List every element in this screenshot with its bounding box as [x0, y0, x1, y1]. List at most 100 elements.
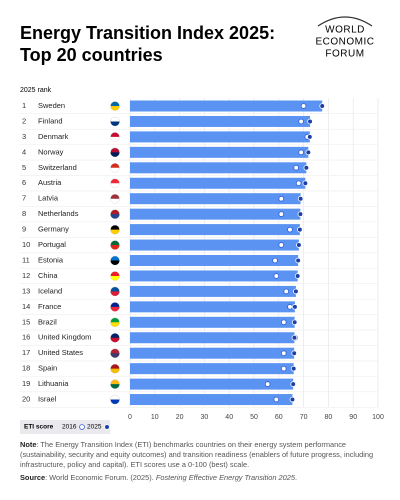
dot-1 [297, 195, 304, 202]
legend-label: 2016 [62, 424, 77, 431]
bar [130, 332, 295, 344]
flag-part [110, 322, 120, 327]
rank-label: 9 [22, 225, 26, 234]
dot-1 [303, 165, 310, 171]
x-tick-label: 30 [201, 414, 209, 421]
flag-part [110, 291, 120, 296]
flag-part [110, 306, 120, 312]
rank-label: 1 [22, 101, 26, 110]
bar [130, 316, 295, 328]
flag-part [110, 152, 120, 157]
source-text: : World Economic Forum. (2025). [45, 473, 156, 482]
country-label: France [38, 302, 61, 311]
dot-1 [296, 242, 302, 248]
dot-0 [298, 118, 304, 125]
x-tick-label: 50 [250, 414, 258, 421]
rank-label: 8 [22, 209, 26, 218]
country-label: Brazil [38, 317, 57, 326]
bar [130, 270, 298, 282]
rank-label: 4 [22, 147, 26, 156]
bar [130, 347, 295, 359]
dot-0 [278, 242, 285, 248]
dot-1 [307, 118, 313, 125]
country-label: Austria [38, 178, 62, 187]
dot-0 [273, 396, 280, 403]
dot-1 [302, 180, 309, 187]
flag-part [110, 399, 120, 405]
dot-0 [264, 381, 271, 387]
dot-1 [291, 334, 298, 341]
dot-1 [293, 288, 299, 295]
rank-label: 2 [22, 116, 26, 125]
rank-label: 20 [22, 395, 30, 404]
rank-header: 2025 rank [20, 87, 52, 94]
dot-0 [280, 319, 287, 326]
country-label: Switzerland [38, 163, 77, 172]
country-label: United States [38, 348, 83, 357]
country-label: Lithuania [38, 379, 69, 388]
legend-marker [104, 424, 110, 430]
country-label: Israel [38, 395, 57, 404]
logo-arc [317, 16, 373, 27]
bar [130, 208, 301, 220]
country-label: Sweden [38, 101, 65, 110]
country-label: United Kingdom [38, 333, 91, 342]
dot-1 [289, 396, 296, 403]
bar [130, 115, 311, 127]
x-tick-label: 0 [128, 414, 132, 421]
dot-0 [278, 195, 285, 202]
rank-label: 12 [22, 271, 30, 280]
rank-label: 11 [22, 255, 30, 264]
rank-label: 6 [22, 178, 26, 187]
source: Source: World Economic Forum. (2025). Fo… [20, 473, 390, 483]
flag-part [110, 337, 120, 343]
flag-part [110, 121, 120, 126]
dot-0 [295, 180, 302, 187]
rank-label: 13 [22, 286, 30, 295]
x-tick-label: 90 [349, 414, 357, 421]
country-label: Finland [38, 116, 63, 125]
dot-0 [283, 288, 290, 295]
bar [130, 394, 293, 406]
dot-0 [298, 149, 304, 156]
dot-1 [306, 134, 313, 140]
dot-0 [280, 350, 287, 357]
flag-part [110, 368, 120, 374]
country-label: Estonia [38, 255, 64, 264]
flag-part [110, 353, 120, 358]
flag-part [110, 198, 120, 204]
flag-part [110, 167, 120, 173]
bar [130, 239, 299, 251]
rank-label: 17 [22, 348, 30, 357]
dot-0 [287, 304, 293, 310]
dot-1 [290, 381, 296, 387]
source-label: Source [20, 473, 46, 482]
x-tick-label: 40 [225, 414, 233, 421]
bar [130, 363, 294, 375]
legend-title: ETI score [24, 424, 54, 431]
dot-1 [305, 149, 312, 156]
chart-title: Top 20 countries [20, 45, 163, 65]
rank-label: 14 [22, 302, 30, 311]
rank-label: 18 [22, 364, 30, 373]
dot-0 [300, 103, 307, 109]
bar [130, 255, 299, 266]
chart: Energy Transition Index 2025: Top 20 cou… [20, 16, 384, 434]
x-tick-label: 100 [372, 414, 384, 421]
country-label: Denmark [38, 132, 69, 141]
dot-1 [297, 211, 304, 217]
x-tick-label: 60 [275, 414, 283, 421]
dot-1 [297, 226, 303, 233]
country-label: China [38, 271, 58, 280]
country-label: Latvia [38, 194, 59, 203]
source-end: . [294, 473, 298, 482]
dot-1 [292, 304, 298, 310]
country-label: Portugal [38, 240, 66, 249]
note: Note: The Energy Transition Index (ETI) … [20, 440, 390, 470]
bar [130, 224, 300, 236]
x-tick-label: 80 [325, 414, 333, 421]
flag-part [110, 183, 120, 188]
bar [130, 100, 323, 112]
rank-label: 3 [22, 132, 26, 141]
